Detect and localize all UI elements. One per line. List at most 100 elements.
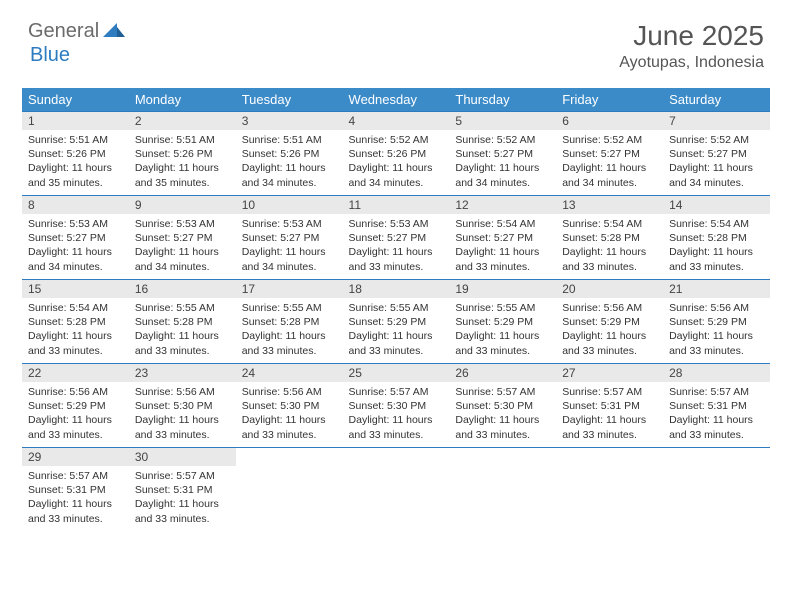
day-number: 2 <box>129 112 236 130</box>
calendar-cell: 19Sunrise: 5:55 AMSunset: 5:29 PMDayligh… <box>449 280 556 364</box>
calendar-week-row: 8Sunrise: 5:53 AMSunset: 5:27 PMDaylight… <box>22 196 770 280</box>
day-details: Sunrise: 5:53 AMSunset: 5:27 PMDaylight:… <box>22 214 129 278</box>
calendar-cell: 26Sunrise: 5:57 AMSunset: 5:30 PMDayligh… <box>449 364 556 448</box>
location: Ayotupas, Indonesia <box>619 54 764 72</box>
day-number: 24 <box>236 364 343 382</box>
calendar-cell <box>236 448 343 532</box>
day-details: Sunrise: 5:57 AMSunset: 5:31 PMDaylight:… <box>663 382 770 446</box>
calendar-cell: 16Sunrise: 5:55 AMSunset: 5:28 PMDayligh… <box>129 280 236 364</box>
weekday-header: Friday <box>556 88 663 112</box>
day-number: 15 <box>22 280 129 298</box>
day-details: Sunrise: 5:51 AMSunset: 5:26 PMDaylight:… <box>236 130 343 194</box>
day-details: Sunrise: 5:53 AMSunset: 5:27 PMDaylight:… <box>129 214 236 278</box>
weekday-row: SundayMondayTuesdayWednesdayThursdayFrid… <box>22 88 770 112</box>
day-details: Sunrise: 5:54 AMSunset: 5:28 PMDaylight:… <box>663 214 770 278</box>
day-number: 11 <box>343 196 450 214</box>
day-number: 28 <box>663 364 770 382</box>
calendar-cell: 14Sunrise: 5:54 AMSunset: 5:28 PMDayligh… <box>663 196 770 280</box>
calendar-cell: 23Sunrise: 5:56 AMSunset: 5:30 PMDayligh… <box>129 364 236 448</box>
day-details: Sunrise: 5:53 AMSunset: 5:27 PMDaylight:… <box>236 214 343 278</box>
brand-part2: Blue <box>30 44 70 66</box>
calendar-cell: 20Sunrise: 5:56 AMSunset: 5:29 PMDayligh… <box>556 280 663 364</box>
calendar-cell <box>343 448 450 532</box>
day-number: 23 <box>129 364 236 382</box>
day-number: 5 <box>449 112 556 130</box>
day-number: 6 <box>556 112 663 130</box>
calendar-week-row: 1Sunrise: 5:51 AMSunset: 5:26 PMDaylight… <box>22 112 770 196</box>
day-number: 22 <box>22 364 129 382</box>
calendar-cell: 17Sunrise: 5:55 AMSunset: 5:28 PMDayligh… <box>236 280 343 364</box>
calendar-week-row: 29Sunrise: 5:57 AMSunset: 5:31 PMDayligh… <box>22 448 770 532</box>
day-number: 20 <box>556 280 663 298</box>
weekday-header: Thursday <box>449 88 556 112</box>
day-number: 3 <box>236 112 343 130</box>
day-number: 1 <box>22 112 129 130</box>
day-number: 26 <box>449 364 556 382</box>
day-details: Sunrise: 5:51 AMSunset: 5:26 PMDaylight:… <box>129 130 236 194</box>
weekday-header: Wednesday <box>343 88 450 112</box>
day-details: Sunrise: 5:55 AMSunset: 5:28 PMDaylight:… <box>129 298 236 362</box>
day-details: Sunrise: 5:56 AMSunset: 5:30 PMDaylight:… <box>129 382 236 446</box>
day-number: 30 <box>129 448 236 466</box>
calendar-cell: 6Sunrise: 5:52 AMSunset: 5:27 PMDaylight… <box>556 112 663 196</box>
calendar-cell <box>556 448 663 532</box>
day-details: Sunrise: 5:55 AMSunset: 5:29 PMDaylight:… <box>343 298 450 362</box>
calendar-cell <box>449 448 556 532</box>
brand-logo: General <box>28 20 127 43</box>
day-number: 17 <box>236 280 343 298</box>
calendar-table: SundayMondayTuesdayWednesdayThursdayFrid… <box>22 88 770 532</box>
month-title: June 2025 <box>619 20 764 52</box>
day-details: Sunrise: 5:57 AMSunset: 5:31 PMDaylight:… <box>129 466 236 530</box>
day-details: Sunrise: 5:52 AMSunset: 5:26 PMDaylight:… <box>343 130 450 194</box>
calendar-cell: 22Sunrise: 5:56 AMSunset: 5:29 PMDayligh… <box>22 364 129 448</box>
day-details: Sunrise: 5:56 AMSunset: 5:29 PMDaylight:… <box>556 298 663 362</box>
day-number: 12 <box>449 196 556 214</box>
weekday-header: Tuesday <box>236 88 343 112</box>
calendar-cell: 9Sunrise: 5:53 AMSunset: 5:27 PMDaylight… <box>129 196 236 280</box>
calendar-cell: 18Sunrise: 5:55 AMSunset: 5:29 PMDayligh… <box>343 280 450 364</box>
header: General June 2025 Ayotupas, Indonesia <box>0 0 792 80</box>
day-details: Sunrise: 5:57 AMSunset: 5:31 PMDaylight:… <box>556 382 663 446</box>
brand-part2-wrap: Blue <box>30 44 70 67</box>
weekday-header: Saturday <box>663 88 770 112</box>
day-details: Sunrise: 5:57 AMSunset: 5:30 PMDaylight:… <box>343 382 450 446</box>
calendar-cell: 2Sunrise: 5:51 AMSunset: 5:26 PMDaylight… <box>129 112 236 196</box>
calendar-cell: 8Sunrise: 5:53 AMSunset: 5:27 PMDaylight… <box>22 196 129 280</box>
calendar-cell: 1Sunrise: 5:51 AMSunset: 5:26 PMDaylight… <box>22 112 129 196</box>
calendar-cell: 28Sunrise: 5:57 AMSunset: 5:31 PMDayligh… <box>663 364 770 448</box>
day-number: 16 <box>129 280 236 298</box>
calendar-cell: 10Sunrise: 5:53 AMSunset: 5:27 PMDayligh… <box>236 196 343 280</box>
brand-part1: General <box>28 20 99 43</box>
day-number: 8 <box>22 196 129 214</box>
calendar-body: 1Sunrise: 5:51 AMSunset: 5:26 PMDaylight… <box>22 112 770 532</box>
weekday-header: Monday <box>129 88 236 112</box>
calendar-cell: 12Sunrise: 5:54 AMSunset: 5:27 PMDayligh… <box>449 196 556 280</box>
calendar-cell: 30Sunrise: 5:57 AMSunset: 5:31 PMDayligh… <box>129 448 236 532</box>
day-number: 14 <box>663 196 770 214</box>
calendar-cell <box>663 448 770 532</box>
calendar-week-row: 22Sunrise: 5:56 AMSunset: 5:29 PMDayligh… <box>22 364 770 448</box>
day-details: Sunrise: 5:51 AMSunset: 5:26 PMDaylight:… <box>22 130 129 194</box>
calendar-cell: 25Sunrise: 5:57 AMSunset: 5:30 PMDayligh… <box>343 364 450 448</box>
calendar-cell: 11Sunrise: 5:53 AMSunset: 5:27 PMDayligh… <box>343 196 450 280</box>
day-details: Sunrise: 5:56 AMSunset: 5:29 PMDaylight:… <box>22 382 129 446</box>
calendar-cell: 5Sunrise: 5:52 AMSunset: 5:27 PMDaylight… <box>449 112 556 196</box>
day-number: 21 <box>663 280 770 298</box>
day-number: 25 <box>343 364 450 382</box>
day-number: 10 <box>236 196 343 214</box>
brand-triangle-icon <box>103 21 125 42</box>
day-number: 19 <box>449 280 556 298</box>
day-details: Sunrise: 5:55 AMSunset: 5:29 PMDaylight:… <box>449 298 556 362</box>
day-details: Sunrise: 5:54 AMSunset: 5:28 PMDaylight:… <box>22 298 129 362</box>
calendar-head: SundayMondayTuesdayWednesdayThursdayFrid… <box>22 88 770 112</box>
day-number: 7 <box>663 112 770 130</box>
calendar-cell: 29Sunrise: 5:57 AMSunset: 5:31 PMDayligh… <box>22 448 129 532</box>
day-number: 27 <box>556 364 663 382</box>
day-details: Sunrise: 5:53 AMSunset: 5:27 PMDaylight:… <box>343 214 450 278</box>
day-number: 29 <box>22 448 129 466</box>
day-number: 13 <box>556 196 663 214</box>
calendar-cell: 3Sunrise: 5:51 AMSunset: 5:26 PMDaylight… <box>236 112 343 196</box>
day-number: 4 <box>343 112 450 130</box>
day-details: Sunrise: 5:54 AMSunset: 5:27 PMDaylight:… <box>449 214 556 278</box>
day-details: Sunrise: 5:56 AMSunset: 5:29 PMDaylight:… <box>663 298 770 362</box>
